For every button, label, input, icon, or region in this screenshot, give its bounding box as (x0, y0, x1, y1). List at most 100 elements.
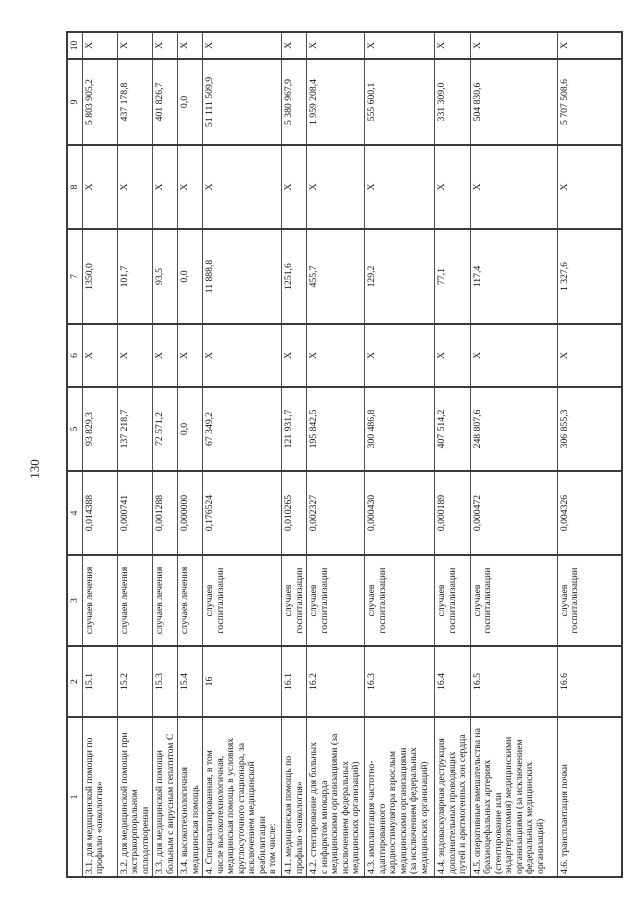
value-cell: X (470, 32, 557, 59)
value-cell: X (202, 32, 282, 59)
value-cell: X (281, 324, 307, 387)
value-cell: 77,1 (434, 229, 470, 324)
row-label-cell: 3.4. высокотехнологичная медицинская пом… (177, 717, 203, 877)
table-row: 4.3. имплантация частотно- адаптированно… (364, 32, 435, 877)
unit-cell: случаев госпитализации (364, 555, 435, 646)
column-number-header: 10 (67, 32, 82, 59)
column-number-header: 1 (67, 717, 82, 877)
value-cell: 67 349,2 (202, 387, 282, 471)
table-row: 3.3. для медицинской помощи больным с ви… (152, 32, 178, 877)
value-cell: X (202, 145, 282, 229)
line-number-cell: 16 (202, 646, 282, 717)
value-cell: 0,0 (177, 59, 203, 145)
value-cell: X (281, 32, 307, 59)
value-cell: X (434, 324, 470, 387)
value-cell: 0,004326 (557, 471, 622, 555)
row-label-cell: 3.3. для медицинской помощи больным с ви… (152, 717, 178, 877)
value-cell: 11 888,8 (202, 229, 282, 324)
value-cell: X (152, 32, 178, 59)
value-cell: 437 178,8 (117, 59, 153, 145)
value-cell: 401 826,7 (152, 59, 178, 145)
line-number-cell: 16.4 (434, 646, 470, 717)
value-cell: 0,010265 (281, 471, 307, 555)
value-cell: 0,000430 (364, 471, 435, 555)
value-cell: 1 327,6 (557, 229, 622, 324)
value-cell: 331 309,0 (434, 59, 470, 145)
value-cell: X (117, 145, 153, 229)
value-cell: 0,0 (177, 229, 203, 324)
column-number-header: 5 (67, 387, 82, 471)
value-cell: 0,000000 (177, 471, 203, 555)
value-cell: 306 855,3 (557, 387, 622, 471)
row-label-cell: 4. Специализированная, в том числе высок… (202, 717, 282, 877)
value-cell: X (177, 32, 203, 59)
line-number-cell: 16.1 (281, 646, 307, 717)
row-label-cell: 4.3. имплантация частотно- адаптированно… (364, 717, 435, 877)
value-cell: 72 571,2 (152, 387, 178, 471)
value-cell: X (306, 32, 365, 59)
value-cell: X (434, 32, 470, 59)
table-row: 3.2. для медицинской помощи при экстрако… (117, 32, 153, 877)
value-cell: 1350,0 (82, 229, 117, 324)
table-row: 4.5. оперативные вмешательства на брахио… (470, 32, 557, 877)
value-cell: 1 959 208,4 (306, 59, 365, 145)
value-cell: X (152, 145, 178, 229)
line-number-cell: 15.2 (117, 646, 153, 717)
value-cell: 455,7 (306, 229, 365, 324)
value-cell: 137 218,7 (117, 387, 153, 471)
value-cell: X (117, 32, 153, 59)
row-label-cell: 4.1. медицинская помощь по профилю «онко… (281, 717, 307, 877)
value-cell: 5 707 508,6 (557, 59, 622, 145)
unit-cell: случаев лечения (117, 555, 153, 646)
value-cell: X (557, 145, 622, 229)
value-cell: X (306, 145, 365, 229)
value-cell: 1251,6 (281, 229, 307, 324)
table-row: 4. Специализированная, в том числе высок… (202, 32, 282, 877)
unit-cell: случаев госпитализации (306, 555, 365, 646)
value-cell: 0,000741 (117, 471, 153, 555)
value-cell: X (117, 324, 153, 387)
row-label-cell: 3.1. для медицинской помощи по профилю «… (82, 717, 117, 877)
value-cell: 5 803 905,2 (82, 59, 117, 145)
value-cell: X (364, 145, 435, 229)
value-cell: 0,001288 (152, 471, 178, 555)
column-number-header: 3 (67, 555, 82, 646)
value-cell: 0,014388 (82, 471, 117, 555)
row-label-cell: 4.2. стентирование для больных с инфаркт… (306, 717, 365, 877)
unit-cell: случаев госпитализации (470, 555, 557, 646)
value-cell: 0,0 (177, 387, 203, 471)
table-row: 3.4. высокотехнологичная медицинская пом… (177, 32, 203, 877)
value-cell: X (152, 324, 178, 387)
value-cell: 195 842,5 (306, 387, 365, 471)
value-cell: 51 111 509,9 (202, 59, 282, 145)
table-row: 4.4. эндоваскулярная деструкция дополнит… (434, 32, 470, 877)
column-number-header: 9 (67, 59, 82, 145)
row-label-cell: 4.4. эндоваскулярная деструкция дополнит… (434, 717, 470, 877)
column-number-header: 2 (67, 646, 82, 717)
table-row: 4.6. трансплантация почки 16.6 случаев г… (557, 32, 622, 877)
column-number-header-row: 1 2 3 4 5 6 7 8 9 10 (67, 32, 82, 877)
value-cell: X (281, 145, 307, 229)
line-number-cell: 15.3 (152, 646, 178, 717)
value-cell: X (177, 145, 203, 229)
value-cell: X (202, 324, 282, 387)
line-number-cell: 15.4 (177, 646, 203, 717)
value-cell: 555 600,1 (364, 59, 435, 145)
tariff-table: 1 2 3 4 5 6 7 8 9 10 3.1. для медицинско… (66, 31, 623, 878)
row-label-cell: 4.6. трансплантация почки (557, 717, 622, 877)
table-row: 4.2. стентирование для больных с инфаркт… (306, 32, 365, 877)
unit-cell: случаев лечения (152, 555, 178, 646)
row-label-cell: 4.5. оперативные вмешательства на брахио… (470, 717, 557, 877)
unit-cell: случаев госпитализации (434, 555, 470, 646)
value-cell: X (364, 32, 435, 59)
value-cell: 121 931,7 (281, 387, 307, 471)
value-cell: 5 380 967,9 (281, 59, 307, 145)
value-cell: 248 807,6 (470, 387, 557, 471)
value-cell: 101,7 (117, 229, 153, 324)
line-number-cell: 16.2 (306, 646, 365, 717)
unit-cell: случаев госпитализации (202, 555, 282, 646)
value-cell: 93,5 (152, 229, 178, 324)
line-number-cell: 15.1 (82, 646, 117, 717)
value-cell: 300 486,8 (364, 387, 435, 471)
